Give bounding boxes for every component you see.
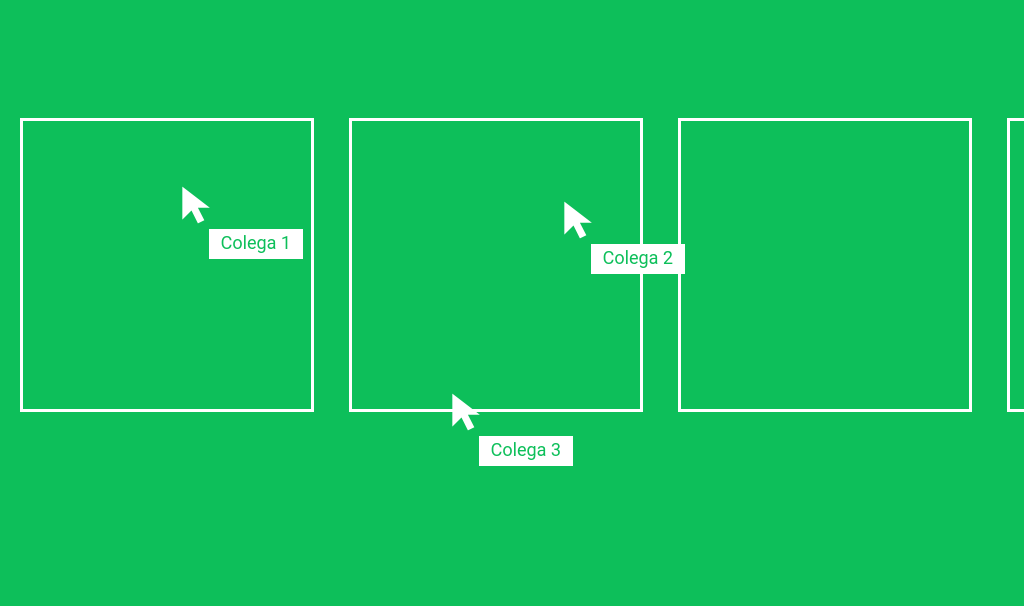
cursor-label: Colega 2 [591,244,685,274]
cursor-label: Colega 1 [209,229,303,259]
collaboration-canvas: Colega 1 Colega 2 Colega 3 [0,0,1024,606]
layout-box-4 [1007,118,1024,412]
layout-box-3 [678,118,972,412]
layout-box-1 [20,118,314,412]
cursor-label: Colega 3 [479,436,573,466]
